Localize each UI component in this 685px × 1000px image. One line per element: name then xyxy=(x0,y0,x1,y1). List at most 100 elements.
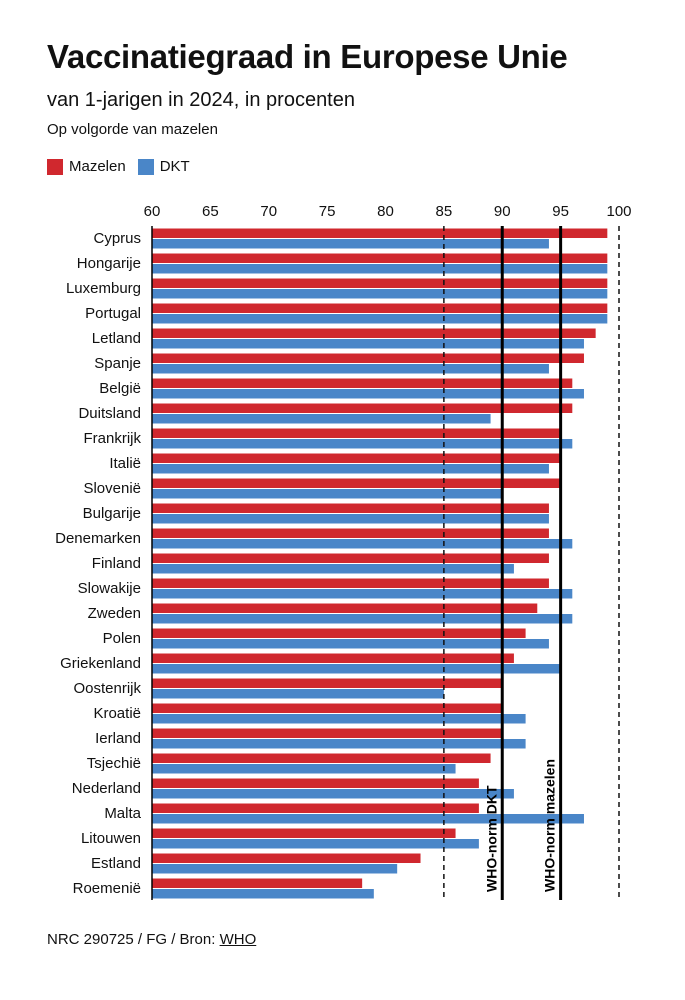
bar-measles xyxy=(152,478,561,488)
bar-dkt xyxy=(152,464,549,474)
bar-dkt xyxy=(152,714,526,724)
source-link[interactable]: WHO xyxy=(219,931,257,948)
x-tick-label: 70 xyxy=(260,203,277,220)
bar-measles xyxy=(152,753,491,763)
bar-measles xyxy=(152,803,479,813)
category-label: Luxemburg xyxy=(66,280,141,297)
category-label: Tsjechië xyxy=(87,755,141,772)
bar-measles xyxy=(152,428,561,438)
bar-measles xyxy=(152,253,608,263)
category-label: Roemenië xyxy=(73,880,141,897)
category-label: Letland xyxy=(92,330,141,347)
bar-measles xyxy=(152,728,503,738)
x-tick-label: 65 xyxy=(202,203,219,220)
bar-measles xyxy=(152,328,596,338)
bar-measles xyxy=(152,303,608,313)
sort-note: Op volgorde van mazelen xyxy=(47,121,218,138)
bar-measles xyxy=(152,353,584,363)
bar-measles xyxy=(152,553,549,563)
bar-measles xyxy=(152,853,421,863)
bar-measles xyxy=(152,528,549,538)
bar-dkt xyxy=(152,639,549,649)
category-label: Denemarken xyxy=(55,530,141,547)
reference-line-label: WHO-norm DKT xyxy=(483,785,499,892)
bar-measles xyxy=(152,828,456,838)
bar-dkt xyxy=(152,514,549,524)
category-label: Portugal xyxy=(85,305,141,322)
x-tick-label: 100 xyxy=(606,203,631,220)
footer: NRC 290725 / FG / Bron: WHO xyxy=(47,931,256,948)
bar-measles xyxy=(152,678,503,688)
bar-measles xyxy=(152,653,514,663)
bar-dkt xyxy=(152,364,549,374)
bar-measles xyxy=(152,628,526,638)
legend-label-measles: Mazelen xyxy=(69,158,126,175)
category-label: Litouwen xyxy=(81,830,141,847)
category-label: Spanje xyxy=(94,355,141,372)
bar-measles xyxy=(152,228,608,238)
bar-dkt xyxy=(152,814,584,824)
legend: Mazelen DKT xyxy=(47,158,202,175)
bar-measles xyxy=(152,778,479,788)
category-label: Malta xyxy=(104,805,141,822)
bar-measles xyxy=(152,278,608,288)
bar-dkt xyxy=(152,764,456,774)
bar-measles xyxy=(152,503,549,513)
bar-dkt xyxy=(152,489,503,499)
bar-dkt xyxy=(152,839,479,849)
category-label: Duitsland xyxy=(78,405,141,422)
legend-swatch-measles xyxy=(47,158,63,175)
bar-dkt xyxy=(152,389,584,399)
category-label: Estland xyxy=(91,855,141,872)
x-tick-label: 75 xyxy=(319,203,336,220)
bar-measles xyxy=(152,378,573,388)
bar-dkt xyxy=(152,614,573,624)
category-label: Bulgarije xyxy=(83,505,141,522)
bar-dkt xyxy=(152,239,549,249)
chart-title: Vaccinatiegraad in Europese Unie xyxy=(47,38,568,75)
category-label: Griekenland xyxy=(60,655,141,672)
category-label: Ierland xyxy=(95,730,141,747)
legend-item-measles: Mazelen xyxy=(47,158,126,175)
category-label: Hongarije xyxy=(77,255,141,272)
category-label: Slovenië xyxy=(83,480,141,497)
legend-label-dkt: DKT xyxy=(159,158,190,175)
x-tick-label: 90 xyxy=(494,203,511,220)
category-label: Zweden xyxy=(88,605,141,622)
bar-dkt xyxy=(152,589,573,599)
bar-dkt xyxy=(152,339,584,349)
bar-dkt xyxy=(152,414,491,424)
category-label: Oostenrijk xyxy=(73,680,141,697)
category-label: Slowakije xyxy=(78,580,141,597)
bar-dkt xyxy=(152,289,608,299)
category-label: België xyxy=(99,380,141,397)
category-label: Polen xyxy=(103,630,141,647)
bar-measles xyxy=(152,603,538,613)
bar-dkt xyxy=(152,539,573,549)
bar-measles xyxy=(152,453,561,463)
bar-measles xyxy=(152,403,573,413)
legend-swatch-dkt xyxy=(137,158,154,175)
category-label: Nederland xyxy=(72,780,141,797)
category-label: Frankrijk xyxy=(83,430,141,447)
bar-measles xyxy=(152,703,503,713)
bar-dkt xyxy=(152,439,573,449)
bar-dkt xyxy=(152,789,514,799)
x-tick-label: 85 xyxy=(436,203,453,220)
x-tick-label: 80 xyxy=(377,203,394,220)
legend-item-dkt: DKT xyxy=(137,158,190,175)
category-label: Cyprus xyxy=(93,230,141,247)
bar-dkt xyxy=(152,314,608,324)
x-tick-label: 95 xyxy=(552,203,569,220)
bar-dkt xyxy=(152,889,374,899)
bar-dkt xyxy=(152,264,608,274)
footer-credit: NRC 290725 / FG / Bron: xyxy=(47,931,220,948)
bar-dkt xyxy=(152,664,561,674)
bar-dkt xyxy=(152,689,444,699)
bar-measles xyxy=(152,878,363,888)
bar-dkt xyxy=(152,739,526,749)
chart-subtitle: van 1-jarigen in 2024, in procenten xyxy=(47,89,355,111)
category-label: Finland xyxy=(92,555,141,572)
bar-dkt xyxy=(152,564,514,574)
